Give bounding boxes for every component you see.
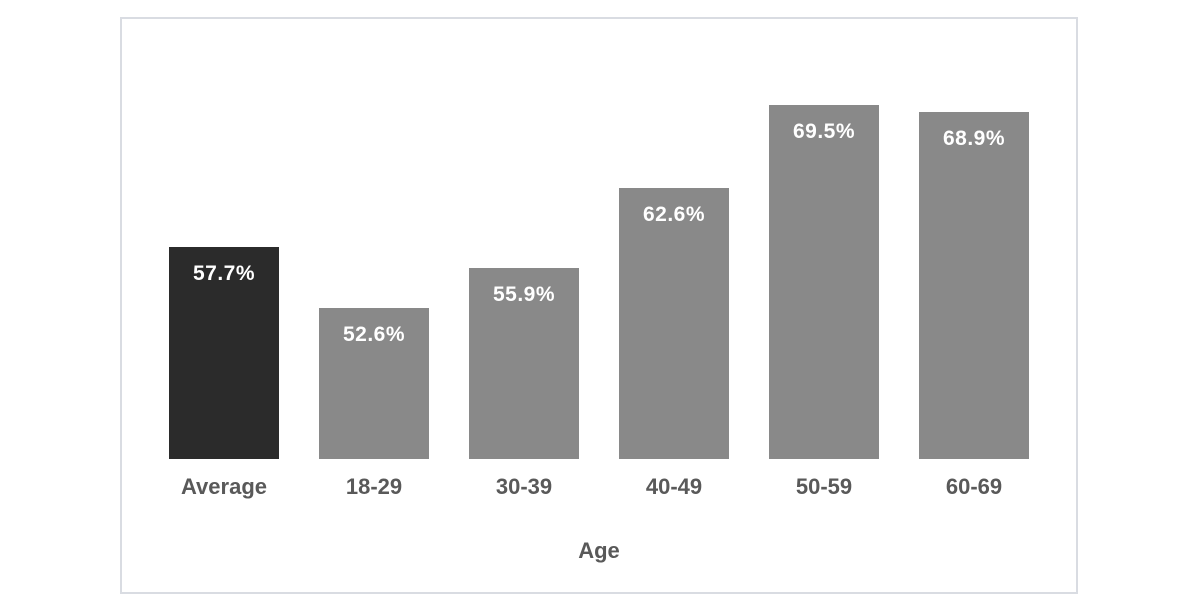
x-axis-title: Age — [578, 538, 620, 563]
bar-column-40-49: 62.6% — [599, 39, 749, 459]
x-tick-label: 30-39 — [495, 474, 553, 499]
bar-30-39: 55.9% — [469, 268, 579, 459]
data-label: 52.6% — [342, 322, 406, 346]
chart-frame: 57.7% 52.6% 55.9% 62.6% 69.5% 68.9% Average 18… — [120, 17, 1078, 594]
bar-18-29: 52.6% — [319, 307, 429, 459]
bar-50-59: 69.5% — [769, 104, 879, 459]
bar-column-50-59: 69.5% — [749, 39, 899, 459]
data-label: 69.5% — [792, 119, 856, 143]
bar-60-69: 68.9% — [919, 112, 1029, 459]
plot-area: 57.7% 52.6% 55.9% 62.6% 69.5% 68.9% — [122, 39, 1076, 459]
x-tick-label: 60-69 — [945, 474, 1003, 499]
bar-column-60-69: 68.9% — [899, 39, 1049, 459]
bar-column-30-39: 55.9% — [449, 39, 599, 459]
data-label: 68.9% — [942, 127, 1006, 151]
x-tick-label: 18-29 — [345, 474, 403, 499]
data-label: 62.6% — [642, 202, 706, 226]
bar-average: 57.7% — [169, 246, 279, 459]
x-tick-label: 50-59 — [795, 474, 853, 499]
bar-40-49: 62.6% — [619, 187, 729, 459]
bar-column-average: 57.7% — [149, 39, 299, 459]
data-label: 57.7% — [192, 261, 256, 285]
data-label: 55.9% — [492, 283, 556, 307]
x-tick-label: Average — [180, 474, 267, 499]
x-tick-label: 40-49 — [645, 474, 703, 499]
bar-column-18-29: 52.6% — [299, 39, 449, 459]
x-axis-labels: Average 18-29 30-39 40-49 50-59 60-69 — [122, 474, 1076, 500]
